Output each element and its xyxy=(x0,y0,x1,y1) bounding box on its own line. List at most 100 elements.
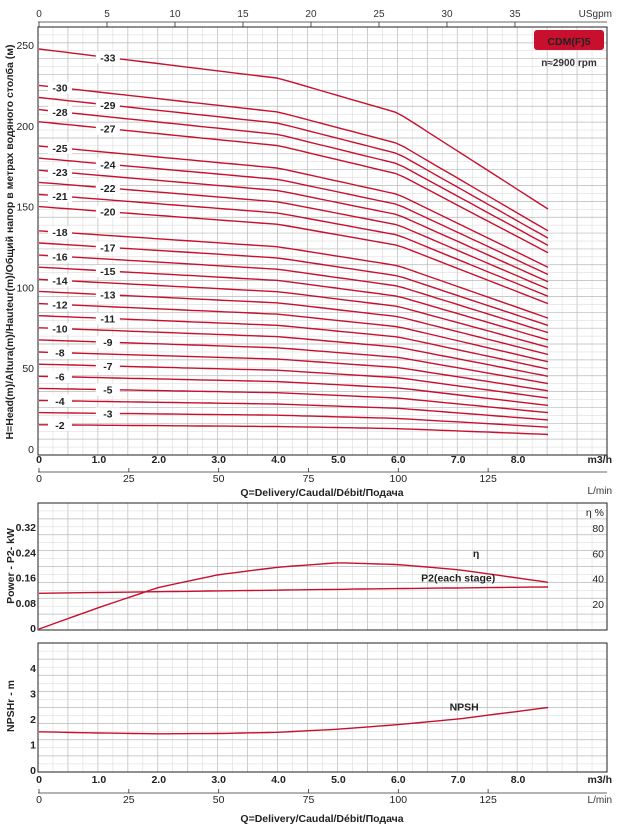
stage-label-bg xyxy=(47,394,72,407)
npsh-frame xyxy=(37,642,608,773)
head-x-tick-label: 6.0 xyxy=(391,454,406,466)
head-y-tick-label: 250 xyxy=(16,40,34,52)
stage-label: -10 xyxy=(52,324,67,336)
stage-label-bg xyxy=(95,359,120,372)
npsh-y-tick-label: 2 xyxy=(30,714,36,726)
stage-label: -28 xyxy=(52,107,67,119)
stage-label: -8 xyxy=(55,348,64,360)
npsh-y-axis-label: NPSHr - m xyxy=(5,680,17,732)
stage-label: -4 xyxy=(55,396,64,408)
head-y-tick-label: 200 xyxy=(16,121,34,133)
efficiency-curve-label: η xyxy=(473,548,479,560)
stage-label: -5 xyxy=(103,385,112,397)
head-y-tick-label: 0 xyxy=(28,444,34,456)
usgpm-tick-label: 35 xyxy=(509,9,521,20)
head-curve xyxy=(38,387,549,414)
head-x-axis-label: Q=Delivery/Caudal/Débit/Подача xyxy=(240,487,403,499)
lpm-tick-label: 75 xyxy=(303,473,315,485)
eff-y-tick-label: 40 xyxy=(592,574,604,586)
npsh-y-tick-label: 3 xyxy=(30,689,36,701)
head-frame xyxy=(37,26,608,456)
power-y-tick-label: 0.08 xyxy=(16,598,37,610)
power-y-tick-label: 0.16 xyxy=(16,573,37,585)
head-x-tick-label: 8.0 xyxy=(511,454,526,466)
stage-label: -23 xyxy=(52,167,67,179)
stage-label-bg xyxy=(47,346,72,359)
stage-label: -11 xyxy=(101,313,116,325)
usgpm-tick-label: 20 xyxy=(305,9,317,20)
stage-label-bg xyxy=(47,370,72,383)
lpm-tick-label: 50 xyxy=(213,473,225,485)
head-curve xyxy=(38,375,549,407)
head-curve xyxy=(38,363,549,399)
usgpm-tick-label: 25 xyxy=(373,9,385,20)
usgpm-tick-label: 0 xyxy=(36,9,42,20)
head-curve xyxy=(38,84,549,232)
eff-y-tick-label: 60 xyxy=(592,548,604,560)
npsh-x-tick-label: 4.0 xyxy=(271,774,286,786)
usgpm-tick-label: 5 xyxy=(104,9,110,20)
npsh-x-tick-label: 2.0 xyxy=(151,774,166,786)
stage-label: -21 xyxy=(52,191,67,203)
head-x-tick-label: 4.0 xyxy=(271,454,286,466)
stage-label-bg xyxy=(95,288,120,301)
npsh-lpm-tick-label: 25 xyxy=(123,794,135,806)
stage-label-bg xyxy=(95,265,120,278)
stage-label-bg xyxy=(95,122,120,135)
stage-label-bg xyxy=(95,336,120,349)
npsh-grid xyxy=(37,642,608,773)
stage-label: -12 xyxy=(52,299,67,311)
stage-label-bg xyxy=(47,274,72,287)
usgpm-tick-label: 30 xyxy=(441,9,453,20)
power-curve xyxy=(38,586,549,594)
npsh-x-unit: m3/h xyxy=(587,774,612,786)
head-curve xyxy=(38,181,549,290)
npsh-x-tick-label: 6.0 xyxy=(391,774,406,786)
npsh-x-tick-label: 0 xyxy=(36,774,42,786)
npsh-y-tick-label: 0 xyxy=(30,765,36,777)
head-x-tick-label: 1.0 xyxy=(92,454,107,466)
stage-label: -7 xyxy=(103,361,112,373)
stage-label: -33 xyxy=(100,52,115,64)
stage-label-bg xyxy=(95,98,120,111)
head-x-tick-label: 2.0 xyxy=(151,454,166,466)
npsh-x-axis-label: Q=Delivery/Caudal/Débit/Подача xyxy=(240,813,403,825)
power-y-axis-label: Power - P2- kW xyxy=(5,528,17,604)
stage-label-bg xyxy=(47,81,72,94)
usgpm-unit: USgpm xyxy=(579,9,612,20)
speed-label: n≈2900 rpm xyxy=(541,58,597,69)
npsh-lpm-tick-label: 125 xyxy=(479,794,497,806)
head-curve xyxy=(38,278,549,348)
head-y-tick-label: 150 xyxy=(16,202,34,214)
head-x-tick-label: 5.0 xyxy=(331,454,346,466)
head-curve xyxy=(38,266,549,341)
stage-label: -24 xyxy=(100,159,115,171)
lpm-tick-label: 0 xyxy=(36,473,42,485)
stage-label: -14 xyxy=(52,275,67,287)
stage-label-bg xyxy=(47,250,72,263)
stage-label: -22 xyxy=(100,183,115,195)
stage-label: -15 xyxy=(100,266,115,278)
head-curve xyxy=(38,339,549,385)
stage-label-bg xyxy=(95,51,120,64)
power-y-tick-label: 0 xyxy=(30,623,36,635)
head-curve xyxy=(38,48,549,210)
model-badge-text: CDM(F)5 xyxy=(547,36,590,48)
head-curve xyxy=(38,121,549,254)
lpm-unit: L/min xyxy=(588,486,612,497)
npsh-y-tick-label: 4 xyxy=(30,663,36,675)
stage-label: -13 xyxy=(100,290,115,302)
head-curve xyxy=(38,157,549,276)
stage-label-bg xyxy=(95,383,120,396)
head-curve xyxy=(38,290,549,356)
stage-label-bg xyxy=(95,158,120,171)
npsh-x-tick-label: 1.0 xyxy=(92,774,107,786)
npsh-curve-label: NPSH xyxy=(450,701,479,713)
npsh-x-tick-label: 3.0 xyxy=(211,774,226,786)
stage-label: -29 xyxy=(100,100,115,112)
stage-label: -3 xyxy=(103,408,112,420)
stage-label-bg xyxy=(47,298,72,311)
head-curve xyxy=(38,242,549,327)
model-badge xyxy=(534,30,604,50)
head-curve xyxy=(38,169,549,283)
